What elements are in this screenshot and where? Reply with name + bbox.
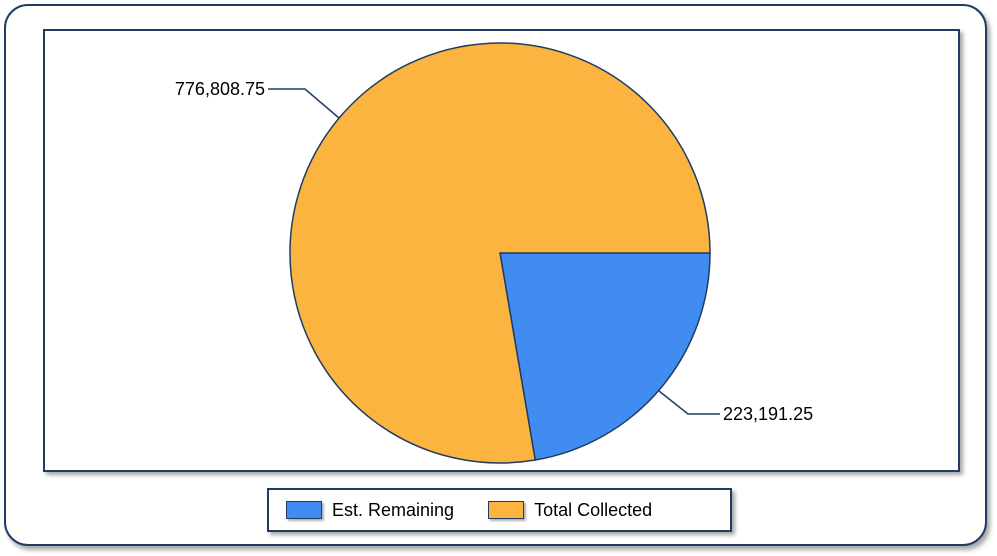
pie-data-labels: 223,191.25 776,808.75 [175,79,813,424]
data-label-est-remaining: 223,191.25 [723,404,813,424]
leader-line-est-remaining [658,390,720,415]
legend-label-total-collected: Total Collected [534,499,653,520]
legend-swatch-est-remaining [286,501,322,519]
legend-item-est-remaining: Est. Remaining [286,500,454,521]
legend-label-est-remaining: Est. Remaining [332,499,455,520]
data-label-total-collected: 776,808.75 [175,79,265,99]
pie-slice-total-collected [289,42,711,464]
legend-swatch-total-collected [488,501,525,519]
pie-slices [289,42,711,464]
pie-slice-est-remaining [499,252,711,461]
legend-item-total-collected: Total Collected [488,500,652,521]
pie-leader-lines [268,88,720,415]
leader-line-total-collected [268,88,340,119]
legend: Est. Remaining Total Collected [267,488,732,532]
